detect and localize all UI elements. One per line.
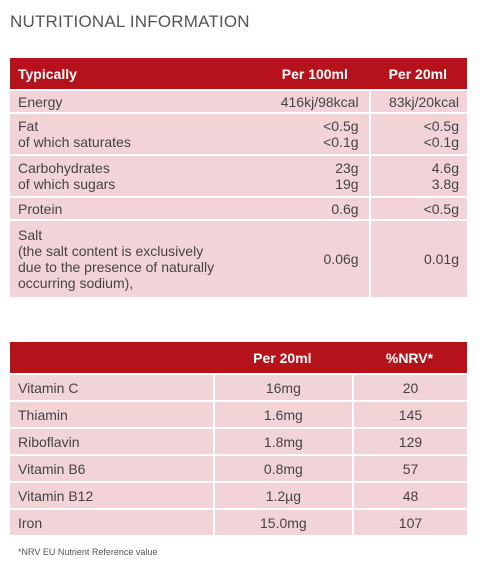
header-per-20ml: Per 20ml [212,342,352,375]
vitamin-name: Riboflavin [10,429,213,456]
vitamin-name: Vitamin B12 [10,483,213,510]
per-20ml-value: 15.0mg [212,510,352,537]
nrv-footnote: *NRV EU Nutrient Reference value [18,547,158,557]
value-line: <0.5g [323,118,359,134]
nutrient-label: Carbohydrates [18,160,110,176]
value-line: 23g [335,160,359,176]
per-100ml-value: 0.6g [261,198,369,221]
per-20ml-value: 1.2µg [212,483,352,510]
value-line: 19g [335,176,359,192]
per-20ml-value: 83kj/20kcal [368,91,467,114]
nutrient-name: Fat of which saturates [10,114,262,156]
vitamin-name: Vitamin C [10,375,213,402]
nrv-value: 145 [351,402,467,429]
table-row: Iron 15.0mg 107 [10,510,467,537]
per-20ml-value: 1.6mg [212,402,352,429]
table-row: Thiamin 1.6mg 145 [10,402,467,429]
nutrient-label: of which saturates [18,134,131,150]
header-blank [10,342,213,375]
page-title: NUTRITIONAL INFORMATION [10,12,250,31]
nrv-value: 20 [351,375,467,402]
value-line: <0.5g [423,118,459,134]
header-nrv: %NRV* [351,342,467,375]
nutrient-label: occurring sodium), [18,275,134,291]
value-line: 0.01g [423,251,459,267]
vitamin-table: Per 20ml %NRV* Vitamin C 16mg 20 Thiamin… [10,342,467,537]
table-row: Vitamin B6 0.8mg 57 [10,456,467,483]
nutrient-name: Carbohydrates of which sugars [10,156,262,198]
value-line: 0.6g [331,200,359,217]
per-20ml-value: <0.5g [368,198,467,221]
table-row: Energy 416kj/98kcal 83kj/20kcal [10,91,467,114]
vitamin-name: Iron [10,510,213,537]
nutrient-label: of which sugars [18,176,116,192]
nutrient-label: (the salt content is exclusively [18,243,204,259]
nrv-value: 48 [351,483,467,510]
value-line: 4.6g [431,160,459,176]
value-line: 3.8g [431,176,459,192]
nutrient-name: Salt (the salt content is exclusively du… [10,221,262,299]
vitamin-header-row: Per 20ml %NRV* [10,342,467,375]
vitamin-name: Vitamin B6 [10,456,213,483]
nutrition-header-row: Typically Per 100ml Per 20ml [10,58,467,91]
nrv-value: 129 [351,429,467,456]
per-20ml-value: 16mg [212,375,352,402]
nutrition-table: Typically Per 100ml Per 20ml Energy 416k… [10,58,467,299]
table-row: Carbohydrates of which sugars 23g 19g 4.… [10,156,467,198]
value-line: <0.1g [423,134,459,150]
nutrient-label: due to the presence of naturally [18,259,215,275]
value-line: 416kj/98kcal [280,93,359,110]
nrv-value: 57 [351,456,467,483]
table-row: Vitamin B12 1.2µg 48 [10,483,467,510]
value-line: <0.1g [323,134,359,150]
nutrient-name: Energy [10,91,262,114]
nrv-value: 107 [351,510,467,537]
header-per-100ml: Per 100ml [261,58,369,91]
nutrient-label: Salt [18,227,43,243]
nutrient-label: Energy [18,93,63,110]
per-20ml-value: 0.01g [368,221,467,299]
per-100ml-value: <0.5g <0.1g [261,114,369,156]
value-line: <0.5g [423,200,459,217]
table-row: Riboflavin 1.8mg 129 [10,429,467,456]
per-20ml-value: 1.8mg [212,429,352,456]
table-row: Salt (the salt content is exclusively du… [10,221,467,299]
vitamin-name: Thiamin [10,402,213,429]
value-line: 0.06g [323,251,359,267]
nutrient-name: Protein [10,198,262,221]
value-line: 83kj/20kcal [388,93,459,110]
header-typically: Typically [10,58,262,91]
nutrient-label: Fat [18,118,39,134]
per-100ml-value: 23g 19g [261,156,369,198]
per-20ml-value: 0.8mg [212,456,352,483]
header-per-20ml: Per 20ml [368,58,467,91]
table-row: Fat of which saturates <0.5g <0.1g <0.5g… [10,114,467,156]
per-100ml-value: 0.06g [261,221,369,299]
per-20ml-value: <0.5g <0.1g [368,114,467,156]
per-100ml-value: 416kj/98kcal [261,91,369,114]
table-row: Vitamin C 16mg 20 [10,375,467,402]
table-row: Protein 0.6g <0.5g [10,198,467,221]
nutrient-label: Protein [18,200,63,217]
per-20ml-value: 4.6g 3.8g [368,156,467,198]
